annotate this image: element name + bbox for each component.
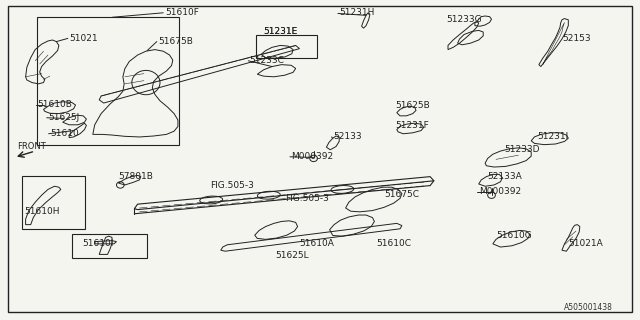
Text: 51625J: 51625J <box>48 113 79 122</box>
Text: M000392: M000392 <box>291 152 333 161</box>
Bar <box>256 35 317 58</box>
Text: 51231E: 51231E <box>264 27 298 36</box>
Text: 51610I: 51610I <box>82 239 113 248</box>
Text: 52133A: 52133A <box>488 172 522 180</box>
Bar <box>72 234 147 258</box>
Text: 51610H: 51610H <box>24 207 60 216</box>
Text: 51610F: 51610F <box>165 8 199 17</box>
Text: 51231E: 51231E <box>264 27 298 36</box>
Text: 51231H: 51231H <box>339 8 374 17</box>
Text: M000392: M000392 <box>479 188 521 196</box>
Text: 51231I: 51231I <box>538 132 569 140</box>
Text: 52133: 52133 <box>333 132 362 141</box>
Text: 51610C: 51610C <box>376 239 412 248</box>
Text: 51610A: 51610A <box>300 239 334 248</box>
Text: 51625B: 51625B <box>396 101 430 110</box>
Text: 51625L: 51625L <box>275 252 309 260</box>
Text: 51675C: 51675C <box>384 190 419 199</box>
Text: 51231F: 51231F <box>396 121 429 130</box>
Text: FIG.505-3: FIG.505-3 <box>210 181 254 190</box>
Text: 51233G: 51233G <box>447 15 483 24</box>
Bar <box>22 176 85 229</box>
Text: FIG.505-3: FIG.505-3 <box>285 194 329 203</box>
Text: FRONT: FRONT <box>17 142 45 151</box>
Text: A505001438: A505001438 <box>564 303 613 312</box>
Text: 51675B: 51675B <box>159 37 193 46</box>
Text: 51610B: 51610B <box>37 100 72 109</box>
Text: 51233D: 51233D <box>504 145 540 154</box>
Text: 51610: 51610 <box>50 129 79 138</box>
Bar <box>37 17 179 145</box>
Text: 52153: 52153 <box>562 34 591 43</box>
Text: 51610G: 51610G <box>496 231 532 240</box>
Text: 51233C: 51233C <box>250 56 284 65</box>
Text: 57801B: 57801B <box>118 172 153 181</box>
Text: 51021: 51021 <box>69 34 98 43</box>
Text: 51021A: 51021A <box>568 239 603 248</box>
